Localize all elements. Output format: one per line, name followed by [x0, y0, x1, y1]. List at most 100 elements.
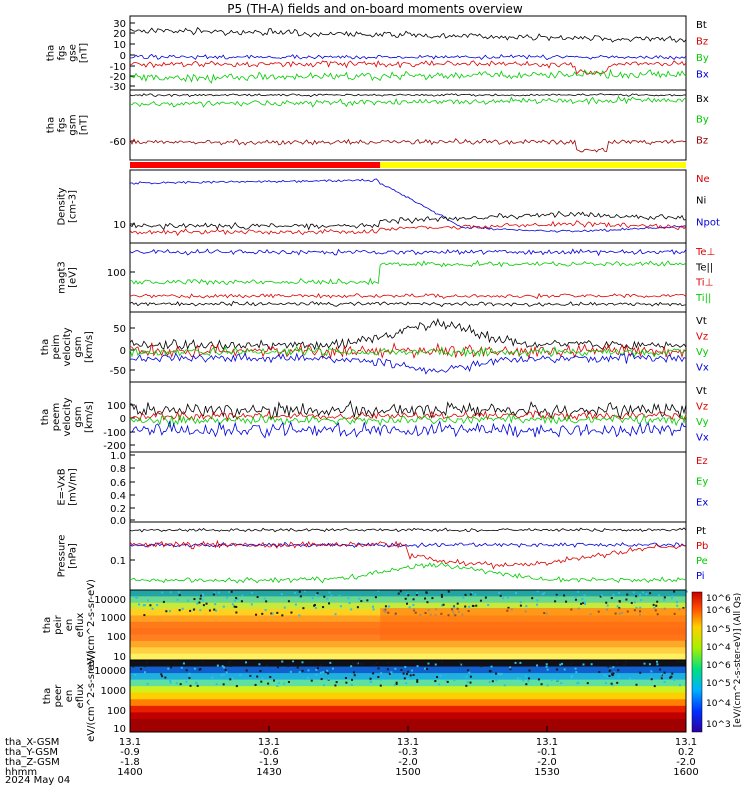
- spectrogram-speckle: [509, 666, 512, 669]
- spectrogram-speckle: [200, 594, 203, 597]
- spectrogram-speckle: [269, 676, 272, 679]
- spectrogram-speckle: [617, 675, 620, 678]
- series-te-line: [129, 248, 687, 257]
- spectrogram-speckle: [626, 593, 629, 596]
- spectrogram-speckle: [202, 604, 205, 607]
- spectrogram-speckle: [471, 591, 474, 594]
- spectrogram-speckle: [650, 670, 653, 673]
- spectrogram-speckle: [199, 609, 202, 612]
- series-vt-line: [129, 400, 687, 421]
- legend-te: Te||: [695, 262, 713, 273]
- spectrogram-speckle: [616, 681, 619, 684]
- spectrogram-speckle: [231, 603, 234, 606]
- spectrogram-band: [130, 699, 686, 707]
- spectrogram-speckle: [379, 684, 382, 687]
- spectrogram-speckle: [263, 597, 266, 600]
- spectrogram-speckle: [347, 597, 350, 600]
- spectrogram-speckle: [484, 596, 487, 599]
- spectrogram-speckle: [583, 603, 586, 606]
- spectrogram-speckle: [276, 611, 279, 614]
- colorbar-tick-label: 10^5: [706, 679, 731, 689]
- spectrogram-speckle: [156, 604, 159, 607]
- spectrogram-speckle: [474, 593, 477, 596]
- spectrogram-speckle: [543, 592, 546, 595]
- spectrogram-speckle: [514, 661, 517, 664]
- y-tick-label: 10000: [94, 595, 126, 606]
- spectrogram-speckle: [393, 684, 396, 687]
- spectrogram-speckle: [405, 673, 408, 676]
- spectrogram-speckle: [425, 591, 428, 594]
- spectrogram-speckle: [290, 611, 293, 614]
- axis-row-value: 13.1: [397, 737, 419, 748]
- spectrogram-speckle: [467, 669, 470, 672]
- spectrogram-speckle: [577, 590, 580, 593]
- series-vx-line: [129, 352, 687, 375]
- spectrogram-speckle: [222, 605, 225, 608]
- spectrogram-speckle: [228, 660, 231, 663]
- spectrogram-speckle: [571, 674, 574, 677]
- spectrogram-speckle: [536, 664, 539, 667]
- spectrogram-speckle: [149, 604, 152, 607]
- legend-by: By: [696, 115, 709, 126]
- spectrogram-speckle: [576, 682, 579, 685]
- y-tick-label: -50: [110, 366, 126, 377]
- spectrogram-speckle: [350, 683, 353, 686]
- spectrogram-speckle: [586, 682, 589, 685]
- spectrogram-speckle: [375, 661, 378, 664]
- legend-ey: Ey: [696, 477, 708, 488]
- y-tick-label: 10: [113, 220, 126, 231]
- legend-ez: Ez: [696, 456, 708, 467]
- spectrogram-speckle: [639, 606, 642, 609]
- y-tick-label: 0.6: [110, 478, 126, 489]
- axis-row-value: -0.1: [537, 747, 557, 758]
- spectrogram-band: [130, 673, 686, 681]
- spectrogram-speckle: [281, 614, 284, 617]
- axis-row-label: tha_X-GSM: [5, 737, 59, 748]
- spectrogram-speckle: [444, 678, 447, 681]
- spectrogram-speckle: [427, 662, 430, 665]
- spectrogram-speckle: [440, 593, 443, 596]
- spectrogram-speckle: [583, 601, 586, 604]
- axis-row-value: 1430: [256, 767, 281, 778]
- spectrogram-speckle: [610, 597, 613, 600]
- spectrogram-speckle: [205, 602, 208, 605]
- spectrogram-speckle: [216, 664, 219, 667]
- y-tick-label: 0.8: [110, 464, 126, 475]
- colorbar-tick-label: 10^6: [706, 594, 731, 604]
- spectrogram-speckle: [387, 661, 390, 664]
- spectrogram-speckle: [407, 670, 410, 673]
- axis-row-value: 13.1: [536, 737, 558, 748]
- spectrogram-speckle: [307, 676, 310, 679]
- spectrogram-speckle: [327, 677, 330, 680]
- spectrogram-speckle: [335, 681, 338, 684]
- spectrogram-band: [130, 705, 686, 713]
- spectrogram-speckle: [404, 665, 407, 668]
- spectrogram-speckle: [287, 600, 290, 603]
- spectrogram-speckle: [412, 598, 415, 601]
- spectrogram-speckle: [434, 680, 437, 683]
- spectrogram-speckle: [303, 590, 306, 593]
- spectrogram-speckle: [466, 681, 469, 684]
- spectrogram-speckle: [507, 606, 510, 609]
- spectrogram-speckle: [415, 593, 418, 596]
- spectrogram-speckle: [550, 679, 553, 682]
- axis-row-label: tha_Z-GSM: [5, 757, 60, 768]
- y-tick-label: 0: [120, 346, 126, 357]
- spectrogram-speckle: [546, 668, 549, 671]
- spectrogram-speckle: [201, 593, 204, 596]
- spectrogram-speckle: [624, 660, 627, 663]
- spectrogram-speckle: [310, 679, 313, 682]
- spectrogram-speckle: [616, 605, 619, 608]
- legend-vx: Vx: [696, 433, 709, 444]
- spectrogram-band: [130, 692, 686, 700]
- spectrogram-speckle: [176, 598, 179, 601]
- spectrogram-speckle: [185, 680, 188, 683]
- spectrogram-speckle: [519, 604, 522, 607]
- spectrogram-speckle: [537, 678, 540, 681]
- spectrogram-speckle: [423, 667, 426, 670]
- spectrogram-speckle: [656, 663, 659, 666]
- spectrogram-speckle: [400, 668, 403, 671]
- spectrogram-speckle: [353, 674, 356, 677]
- spectrogram-speckle: [169, 681, 172, 684]
- spectrogram-speckle: [147, 599, 150, 602]
